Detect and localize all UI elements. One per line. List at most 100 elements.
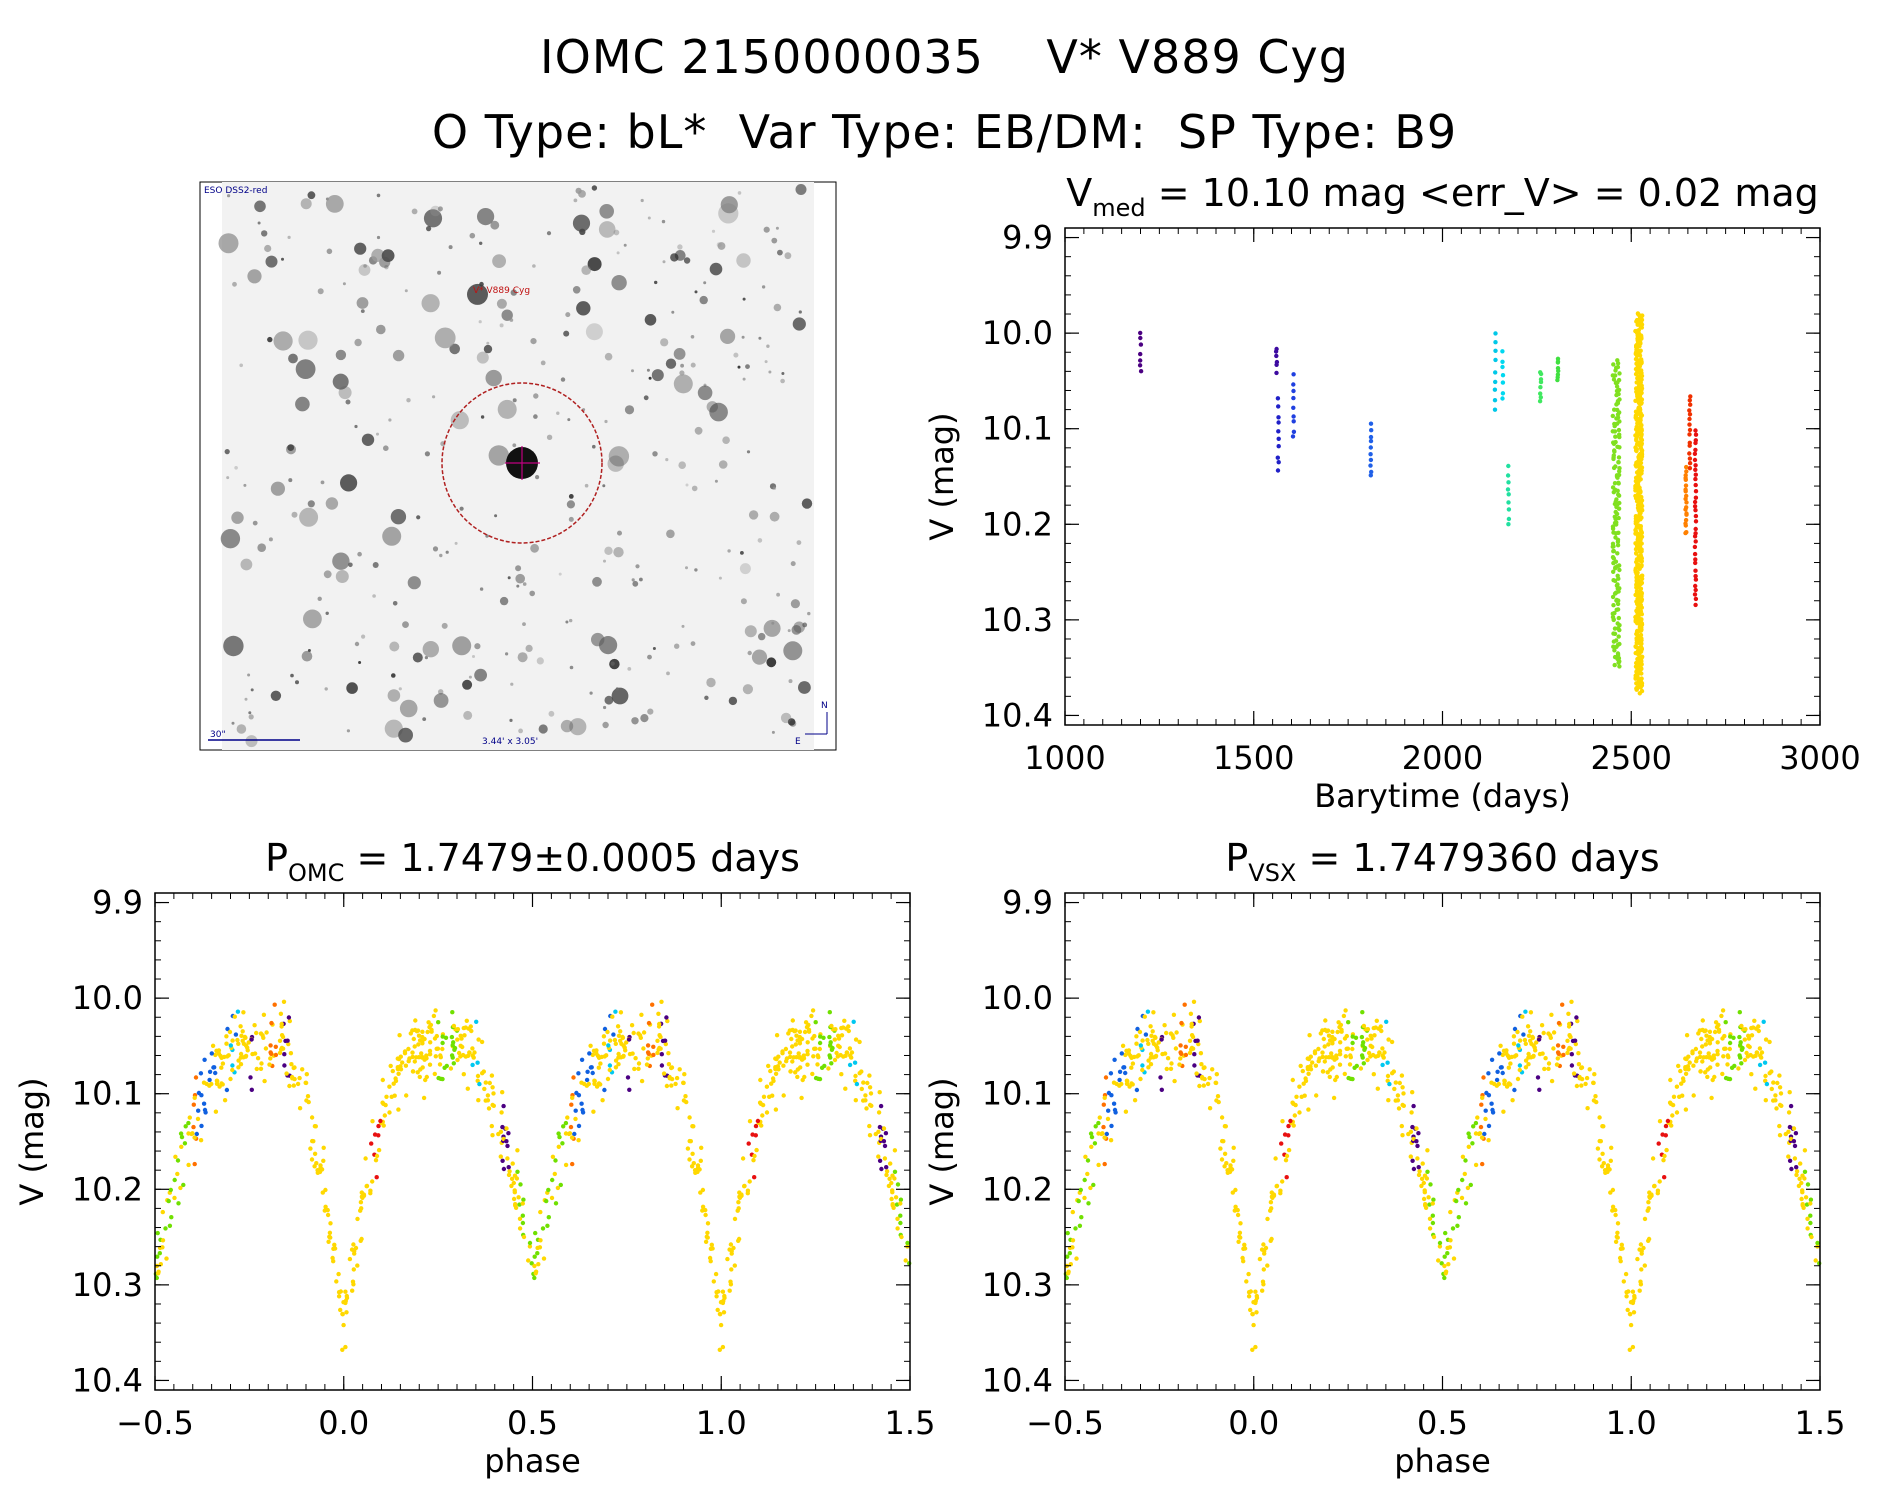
finder-star [777, 249, 783, 256]
finder-star [360, 309, 365, 313]
phase-point [1108, 1138, 1114, 1143]
phase-point [1145, 1009, 1151, 1014]
finder-star [787, 629, 791, 633]
finder-star [499, 596, 509, 606]
lightcurve-point [1615, 475, 1620, 480]
phase-point [1399, 1073, 1405, 1078]
finder-star [530, 338, 537, 345]
finder-star [354, 641, 360, 647]
finder-star [652, 647, 656, 650]
phase-point [1119, 1051, 1125, 1056]
phase-point [1291, 1123, 1296, 1128]
phase-point [1632, 1295, 1637, 1301]
lightcurve-point [1492, 398, 1498, 403]
phase-point [1306, 1107, 1311, 1112]
phase-point [1070, 1245, 1075, 1250]
lightcurve-point [1636, 405, 1642, 410]
phase-point [783, 1046, 789, 1052]
phase-point [1416, 1172, 1422, 1178]
finder-star [240, 558, 253, 571]
phase-point [1195, 1038, 1200, 1043]
finder-star [690, 641, 696, 646]
phase-point [890, 1173, 895, 1178]
phase-point [1460, 1177, 1465, 1183]
finder-star [467, 283, 488, 305]
phase-point [402, 1049, 408, 1054]
lightcurve-point [1274, 370, 1279, 376]
phase-point [1593, 1094, 1598, 1099]
phase-point [544, 1198, 549, 1204]
phase-point [1284, 1153, 1290, 1159]
panel-title-text: = 1.7479360 days [1296, 836, 1659, 880]
finder-star [247, 673, 251, 677]
phase-point [1737, 1034, 1742, 1040]
phase-point [194, 1131, 199, 1137]
phase-point [268, 1056, 273, 1061]
phase-point [728, 1279, 733, 1284]
phase-point [1162, 1022, 1167, 1028]
phase-point [511, 1180, 516, 1186]
phase-point [1587, 1067, 1592, 1072]
phase-point [868, 1091, 874, 1096]
phase-point [1343, 1054, 1349, 1059]
finder-star [391, 673, 396, 678]
phase-point [1787, 1158, 1793, 1164]
lightcurve-point [1693, 568, 1698, 573]
finder-star [569, 665, 574, 670]
y-tick-label: 10.2 [982, 505, 1053, 543]
phase-point [315, 1170, 320, 1176]
phase-point [417, 1074, 422, 1080]
phase-point [832, 1057, 838, 1063]
phase-point [877, 1124, 883, 1130]
phase-point [1428, 1182, 1433, 1187]
phase-point [1384, 1019, 1389, 1024]
phase-point [1443, 1230, 1448, 1236]
finder-star [325, 497, 339, 510]
phase-point [1610, 1204, 1616, 1210]
phase-point [636, 1061, 642, 1066]
finder-star [449, 343, 461, 355]
finder-star [780, 712, 792, 724]
phase-point [843, 1086, 848, 1091]
finder-star [485, 369, 502, 387]
phase-point [877, 1090, 882, 1095]
phase-point [677, 1067, 682, 1072]
phase-point [243, 1043, 249, 1048]
finder-star [356, 297, 369, 309]
phase-point [568, 1124, 574, 1130]
phase-point [560, 1141, 565, 1146]
phase-point [1523, 1058, 1529, 1063]
phase-point [1082, 1195, 1087, 1201]
phase-point [699, 1145, 704, 1151]
phase-point [883, 1131, 889, 1136]
phase-point [1096, 1120, 1101, 1126]
phase-point [1473, 1120, 1479, 1126]
phase-point [853, 1037, 859, 1042]
phase-point [381, 1101, 386, 1107]
phase-point [813, 1020, 818, 1025]
phase-point [1320, 1028, 1325, 1033]
phase-point [859, 1069, 864, 1074]
phase-point [1187, 1050, 1193, 1056]
lightcurve-point [1693, 602, 1698, 608]
phase-point [230, 1067, 235, 1073]
phase-point [1265, 1216, 1270, 1222]
phase-point [351, 1242, 356, 1247]
lightcurve-point [1611, 549, 1616, 554]
phase-point [1498, 1043, 1503, 1049]
finder-star [234, 466, 238, 470]
phase-point [1637, 1288, 1642, 1293]
phase-point [182, 1141, 188, 1146]
phase-point [1521, 1032, 1526, 1037]
lightcurve-point [1493, 370, 1498, 375]
phase-point [381, 1123, 386, 1128]
phase-point [1763, 1037, 1769, 1042]
phase-point [286, 1015, 292, 1020]
lightcurve-point [1616, 460, 1621, 465]
phase-point [720, 1289, 726, 1294]
x-axis-label: phase [1394, 1442, 1491, 1480]
phase-point [336, 1271, 341, 1277]
finder-star [567, 418, 571, 422]
phase-point [458, 1043, 463, 1049]
finder-star [773, 303, 782, 312]
